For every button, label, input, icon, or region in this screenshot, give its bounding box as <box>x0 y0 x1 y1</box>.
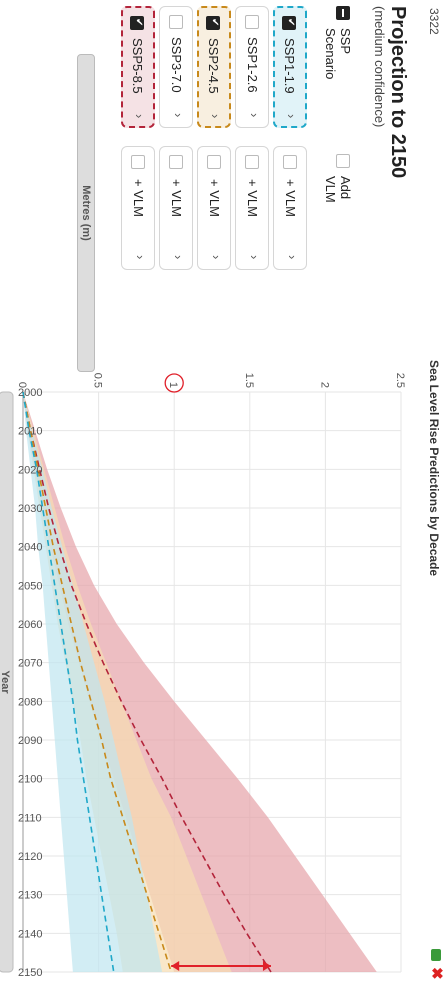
chevron-right-icon[interactable]: › <box>132 114 147 119</box>
ssp-select-ssp1-2.6[interactable]: SSP1-2.6 › <box>235 6 269 128</box>
x-tick-label: 2150 <box>18 967 42 979</box>
y-scrollbar[interactable]: Metres (m) <box>77 54 95 372</box>
scenario-row: SSP1-1.9 › + VLM › <box>271 6 307 366</box>
y-tick-label: 0.5 <box>92 373 104 388</box>
vlm-checkbox[interactable] <box>207 155 221 169</box>
vlm-select[interactable]: + VLM › <box>273 146 307 270</box>
x-tick-label: 2100 <box>18 774 42 786</box>
ssp-header-label: SSP Scenario <box>323 28 353 80</box>
x-tick-label: 2080 <box>18 696 42 708</box>
x-tick-label: 2120 <box>18 851 42 863</box>
y-tick-label: 1.5 <box>243 373 255 388</box>
scenario-row: SSP3-7.0 › + VLM › <box>157 6 193 366</box>
ssp-select-ssp3-7.0[interactable]: SSP3-7.0 › <box>159 6 193 128</box>
vlm-label: + VLM <box>283 179 298 217</box>
x-tick-label: 2140 <box>18 928 42 940</box>
projection-title: Projection to 2150 <box>387 6 409 179</box>
ssp-checkbox[interactable] <box>282 16 296 30</box>
ssp-label: SSP1-1.9 <box>282 38 297 94</box>
vlm-checkbox[interactable] <box>283 155 297 169</box>
chevron-right-icon[interactable]: › <box>284 114 299 119</box>
x-scrollbar <box>0 391 14 973</box>
window-controls: ✖ <box>427 949 445 983</box>
sea-level-chart: 0 0.5 1 1.5 2 2.5 2000 2010 2020 2030 2040 2050 2060… <box>0 373 406 979</box>
chevron-right-icon[interactable]: › <box>208 114 223 119</box>
ssp-checkbox[interactable] <box>169 15 183 29</box>
ssp-label: SSP5-8.5 <box>130 38 145 94</box>
ssp-checkbox[interactable] <box>130 16 144 30</box>
ssp-select-ssp2-4.5[interactable]: SSP2-4.5 › <box>197 6 231 128</box>
vlm-select[interactable]: + VLM › <box>121 146 155 270</box>
chevron-right-icon[interactable]: › <box>247 255 262 260</box>
x-tick-label: 2010 <box>18 426 42 438</box>
ssp-label: SSP3-7.0 <box>169 37 184 93</box>
x-tick-label: 2070 <box>18 658 42 670</box>
close-icon[interactable]: ✖ <box>428 967 445 980</box>
vlm-label: + VLM <box>207 179 222 217</box>
vlm-header-label: Add VLM <box>323 176 353 203</box>
chevron-right-icon[interactable]: › <box>247 113 262 118</box>
x-tick-label: 2090 <box>18 735 42 747</box>
x-tick-label: 2050 <box>18 580 42 592</box>
vlm-label: + VLM <box>245 179 260 217</box>
ssp-checkbox[interactable] <box>245 15 259 29</box>
x-tick-label: 2060 <box>18 619 42 631</box>
x-tick-label: 2110 <box>18 812 42 824</box>
y-tick-label: 1 <box>167 382 179 388</box>
y-tick-label: 2 <box>318 382 330 388</box>
chevron-right-icon[interactable]: › <box>171 255 186 260</box>
median-line-ssp1-1.9 <box>22 391 115 973</box>
vlm-select[interactable]: + VLM › <box>197 146 231 270</box>
vlm-checkbox[interactable] <box>131 155 145 169</box>
x-tick-label: 2020 <box>18 464 42 476</box>
x-tick-label: 2130 <box>18 890 42 902</box>
chevron-right-icon[interactable]: › <box>285 255 300 260</box>
ssp-checkbox[interactable] <box>206 16 220 30</box>
y-tick-label: 0 <box>16 382 28 388</box>
chevron-right-icon[interactable]: › <box>171 113 186 118</box>
x-axis-label: Year <box>0 670 11 694</box>
median-line-ssp5-8.5 <box>22 391 272 973</box>
ssp-select-ssp1-1.9[interactable]: SSP1-1.9 › <box>273 6 307 128</box>
chevron-right-icon[interactable]: › <box>133 255 148 260</box>
highlight-circle <box>164 373 184 393</box>
ssp-label: SSP1-2.6 <box>245 37 260 93</box>
x-tick-label: 2040 <box>18 542 42 554</box>
x-tick-label: 2000 <box>18 387 42 399</box>
select-all-checkbox[interactable] <box>336 6 350 20</box>
ssp-select-ssp5-8.5[interactable]: SSP5-8.5 › <box>121 6 155 128</box>
add-vlm-all-checkbox[interactable] <box>336 154 350 168</box>
projection-subtitle: (medium confidence) <box>372 6 387 128</box>
band-ssp1-1.9 <box>23 392 163 972</box>
arrow-head-bottom <box>171 961 180 971</box>
y-tick-label: 2.5 <box>394 373 406 388</box>
ssp-label: SSP2-4.5 <box>206 38 221 94</box>
vlm-checkbox[interactable] <box>245 155 259 169</box>
window-id: 3322 <box>427 8 441 35</box>
scenario-row: SSP1-2.6 › + VLM › <box>233 6 269 366</box>
vlm-label: + VLM <box>169 179 184 217</box>
vlm-checkbox[interactable] <box>169 155 183 169</box>
chart-title: Sea Level Rise Predictions by Decade <box>427 360 441 577</box>
vlm-label: + VLM <box>131 179 146 217</box>
scenario-row: SSP2-4.5 › + VLM › <box>195 6 231 366</box>
y-axis-label: Metres (m) <box>80 185 92 241</box>
scenario-row: SSP5-8.5 › + VLM › <box>119 6 155 366</box>
x-tick-label: 2030 <box>18 503 42 515</box>
arrow-head-top <box>262 961 271 971</box>
vlm-select[interactable]: + VLM › <box>159 146 193 270</box>
maximize-icon[interactable] <box>431 949 441 961</box>
chevron-right-icon[interactable]: › <box>209 255 224 260</box>
vlm-select[interactable]: + VLM › <box>235 146 269 270</box>
